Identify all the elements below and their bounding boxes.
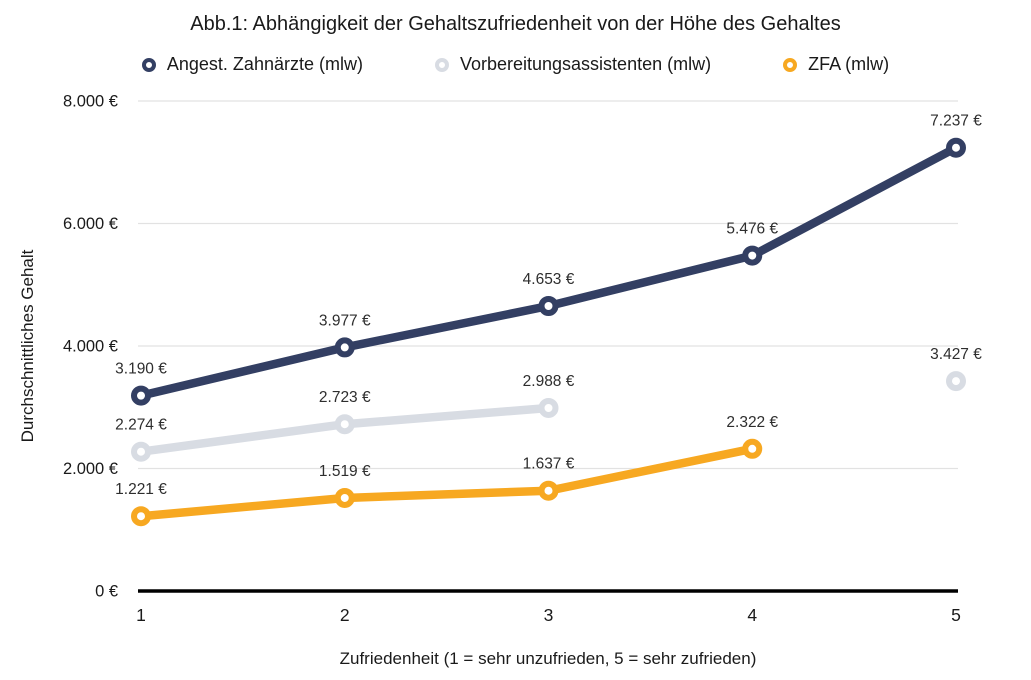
data-point-marker bbox=[334, 487, 355, 508]
x-tick-label: 2 bbox=[340, 605, 350, 625]
x-tick-label: 5 bbox=[951, 605, 961, 625]
data-point-marker bbox=[946, 371, 966, 392]
y-tick-label: 6.000 € bbox=[63, 215, 118, 233]
legend-label: ZFA (mlw) bbox=[808, 54, 890, 74]
x-tick-label: 4 bbox=[747, 605, 757, 625]
data-point-marker bbox=[538, 397, 559, 418]
y-tick-label: 2.000 € bbox=[63, 460, 118, 478]
data-point-label: 3.190 € bbox=[115, 361, 167, 378]
y-tick-label: 4.000 € bbox=[63, 338, 118, 356]
data-point-label: 1.221 € bbox=[115, 481, 167, 498]
data-point-label: 2.322 € bbox=[726, 414, 778, 431]
data-point-marker bbox=[946, 137, 966, 158]
legend-ring-icon bbox=[434, 57, 449, 72]
legend: Angest. Zahnärzte (mlw) Vorbereitungsassi… bbox=[0, 54, 1031, 75]
x-axis-title: Zufriedenheit (1 = sehr unzufrieden, 5 =… bbox=[340, 649, 757, 668]
legend-item: ZFA (mlw) bbox=[783, 54, 889, 75]
legend-ring-icon bbox=[783, 57, 798, 72]
legend-label: Vorbereitungsassistenten (mlw) bbox=[459, 54, 712, 74]
y-tick-label: 0 € bbox=[95, 583, 118, 601]
series-line bbox=[136, 444, 757, 521]
legend-ring-icon bbox=[141, 57, 156, 72]
data-point-marker bbox=[131, 385, 151, 406]
x-tick-label: 1 bbox=[136, 605, 146, 625]
data-point-label: 2.274 € bbox=[115, 417, 167, 434]
data-point-marker bbox=[131, 506, 151, 527]
legend-item: Angest. Zahnärzte (mlw) bbox=[141, 54, 363, 75]
data-point-label: 3.977 € bbox=[319, 312, 371, 329]
data-point-label: 1.519 € bbox=[319, 463, 371, 480]
data-point-label: 4.653 € bbox=[523, 271, 575, 288]
chart-title: Abb.1: Abhängigkeit der Gehaltszufrieden… bbox=[190, 13, 841, 35]
data-point-marker bbox=[131, 441, 151, 462]
data-point-label: 7.237 € bbox=[930, 113, 982, 130]
legend-label: Angest. Zahnärzte (mlw) bbox=[166, 54, 363, 74]
legend-item: Vorbereitungsassistenten (mlw) bbox=[434, 54, 712, 75]
data-point-marker bbox=[334, 337, 355, 358]
data-point-marker bbox=[742, 245, 763, 266]
data-point-marker bbox=[334, 414, 355, 435]
data-point-label: 5.476 € bbox=[726, 221, 778, 238]
y-tick-label: 8.000 € bbox=[63, 93, 118, 111]
y-axis-title: Durchschnittliches Gehalt bbox=[18, 249, 37, 442]
data-point-marker bbox=[538, 296, 559, 317]
data-point-marker bbox=[742, 438, 763, 459]
data-point-label: 2.988 € bbox=[523, 373, 575, 390]
x-tick-label: 3 bbox=[544, 605, 554, 625]
data-point-marker bbox=[538, 480, 559, 501]
data-point-label: 2.723 € bbox=[319, 389, 371, 406]
data-point-label: 3.427 € bbox=[930, 346, 982, 363]
data-point-label: 1.637 € bbox=[523, 456, 575, 473]
